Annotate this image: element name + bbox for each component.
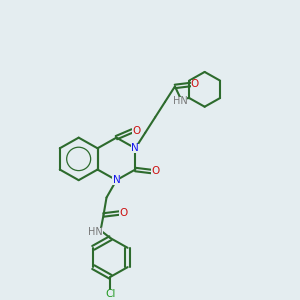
FancyBboxPatch shape [89, 228, 103, 237]
Text: O: O [132, 126, 140, 136]
FancyBboxPatch shape [132, 127, 140, 135]
Text: O: O [190, 80, 199, 89]
FancyBboxPatch shape [173, 97, 187, 105]
Text: O: O [151, 167, 159, 176]
FancyBboxPatch shape [103, 290, 117, 298]
Text: HN: HN [88, 227, 103, 237]
FancyBboxPatch shape [131, 144, 139, 153]
FancyBboxPatch shape [112, 176, 120, 184]
FancyBboxPatch shape [151, 167, 159, 176]
FancyBboxPatch shape [119, 209, 127, 218]
Text: N: N [131, 143, 139, 153]
Text: N: N [112, 175, 120, 185]
Text: O: O [119, 208, 128, 218]
Text: HN: HN [172, 96, 187, 106]
FancyBboxPatch shape [191, 80, 199, 89]
Text: Cl: Cl [105, 289, 116, 299]
